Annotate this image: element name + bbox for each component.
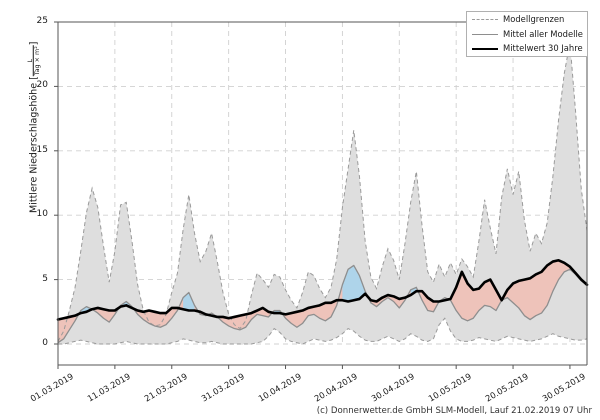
y-tick-label: 20	[36, 80, 48, 91]
y-tick-label: 0	[42, 338, 48, 348]
legend-item-mittel-aller-modelle: Mittel aller Modelle	[467, 27, 587, 42]
legend-label-modellgrenzen: Modellgrenzen	[503, 14, 565, 25]
y-axis-unit-fraction: L Tag × m²	[25, 45, 41, 77]
legend-label-mittelwert-30-jahre: Mittelwert 30 Jahre	[503, 43, 583, 54]
y-axis-unit-denominator: Tag × m²	[33, 46, 41, 76]
dashed-line-icon	[472, 14, 498, 24]
y-tick-label: 10	[36, 209, 48, 220]
y-tick-label: 25	[36, 16, 48, 26]
legend-item-modellgrenzen: Modellgrenzen	[467, 12, 587, 27]
y-tick-label: 5	[42, 273, 48, 284]
copyright-footer: (c) Donnerwetter.de GmbH SLM-Modell, Lau…	[316, 406, 592, 416]
legend-label-mittel-aller-modelle: Mittel aller Modelle	[503, 28, 583, 39]
thick-line-icon	[472, 43, 498, 53]
chart-legend: Modellgrenzen Mittel aller Modelle Mitte…	[466, 11, 588, 57]
y-tick-label: 15	[36, 144, 48, 155]
legend-item-mittelwert-30-jahre: Mittelwert 30 Jahre	[467, 41, 587, 56]
solid-line-icon	[472, 29, 498, 39]
